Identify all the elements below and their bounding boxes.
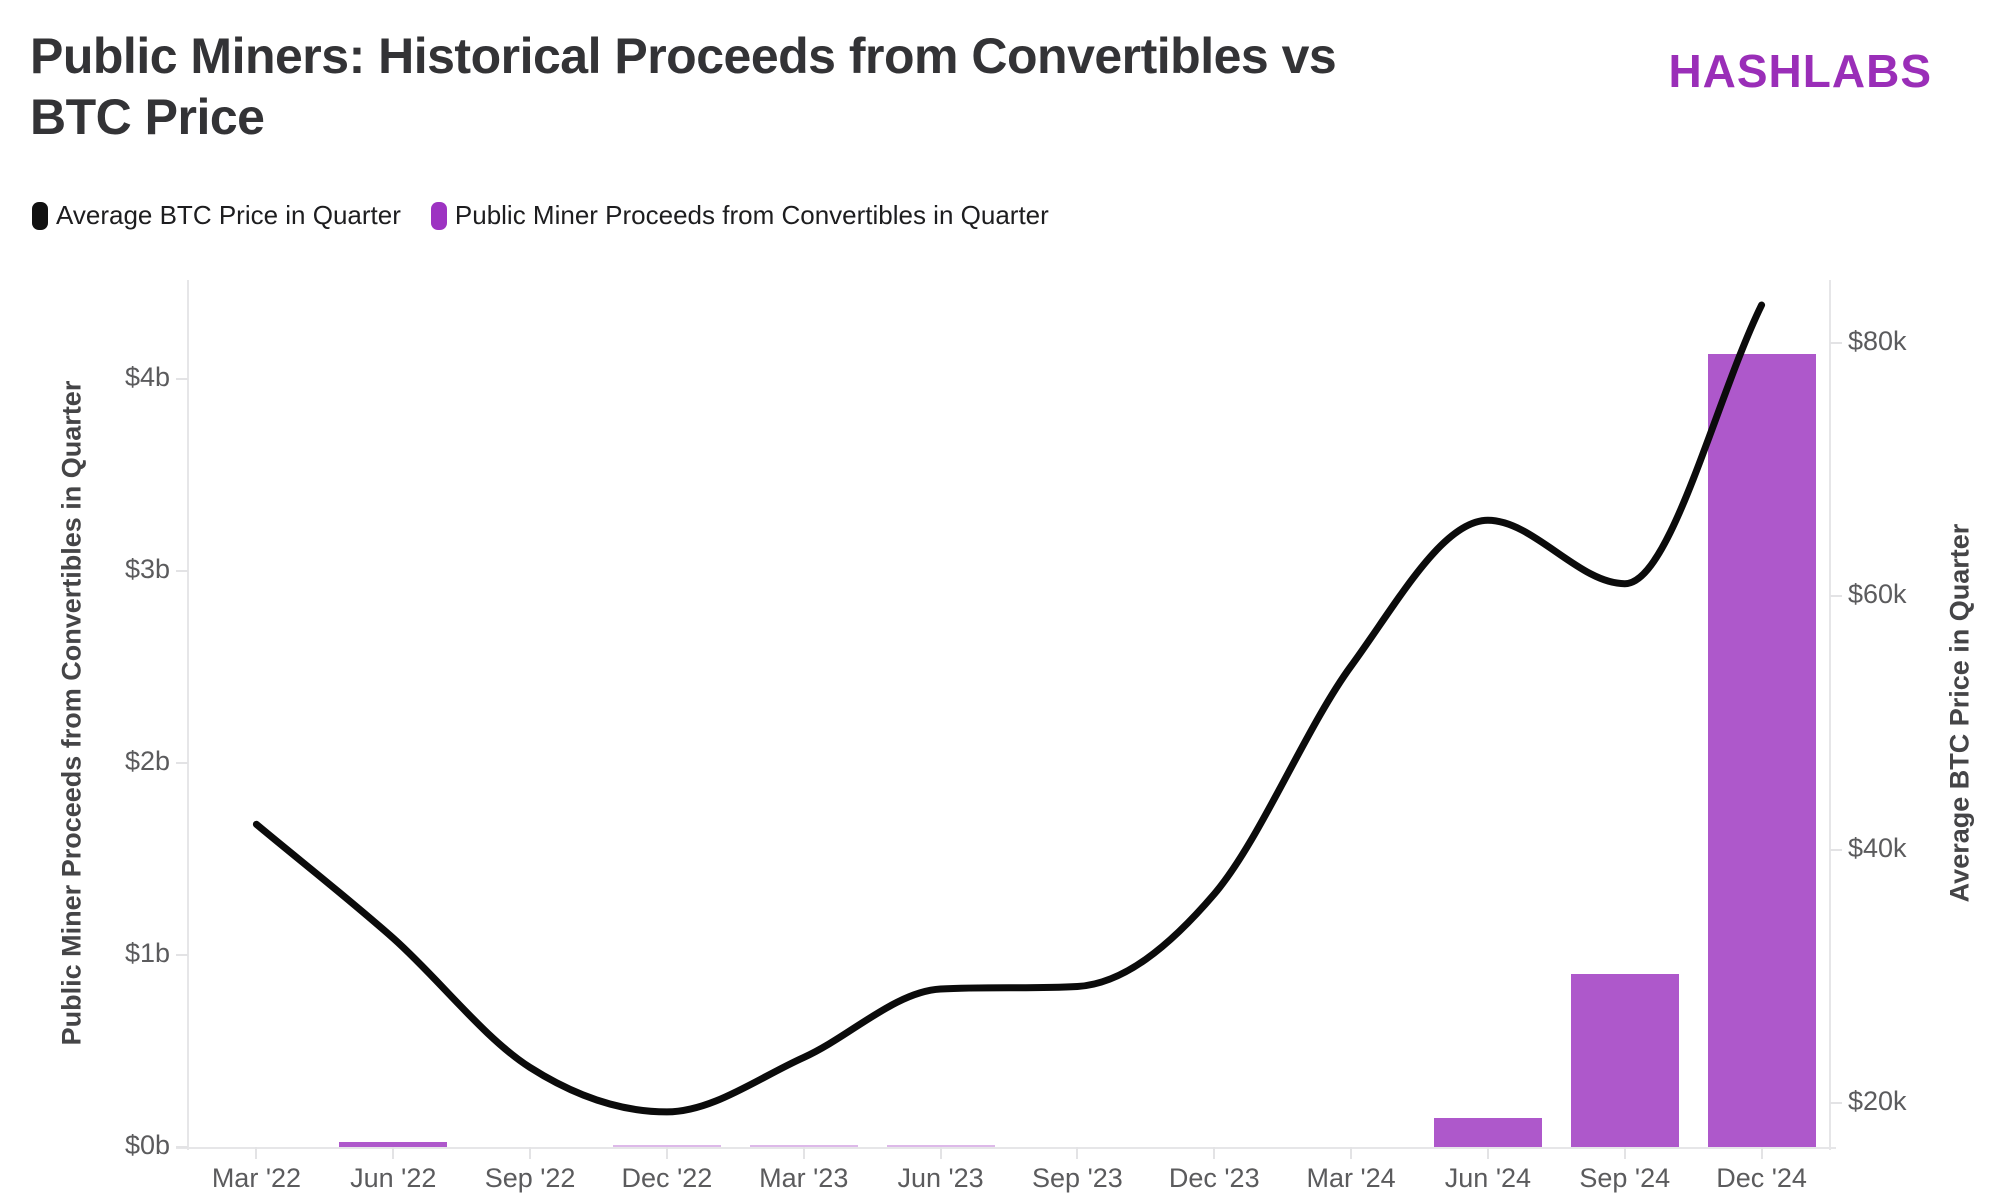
bottom-axis-line <box>176 1147 1836 1149</box>
right-axis-tick <box>1830 1102 1842 1104</box>
left-axis-line <box>187 280 189 1150</box>
x-tick-label: Mar '22 <box>211 1163 301 1193</box>
x-axis-tick <box>939 1147 942 1159</box>
proceeds-bar-mar-23 <box>749 1145 858 1147</box>
x-tick-label: Jun '22 <box>350 1163 437 1193</box>
legend-item-btc-price[interactable]: Average BTC Price in Quarter <box>32 200 401 231</box>
right-axis-tick-label: $40k <box>1848 832 1907 863</box>
btc-price-line <box>252 301 1766 1116</box>
x-axis-tick <box>529 1147 532 1159</box>
x-axis-tick <box>1760 1147 1763 1159</box>
btc-price-line-layer <box>252 301 1766 1116</box>
left-axis-tick-label: $2b <box>124 746 170 776</box>
proceeds-bar-sep-24 <box>1570 974 1679 1147</box>
right-axis-tick-label: $60k <box>1848 579 1907 610</box>
page-title-line2: BTC Price <box>30 89 265 145</box>
x-tick-label: Sep '22 <box>484 1163 576 1193</box>
left-axis-tick <box>176 762 188 764</box>
x-axis-tick <box>1350 1147 1353 1159</box>
x-tick-label: Mar '24 <box>1306 1163 1396 1193</box>
left-axis-tick <box>176 1146 188 1148</box>
x-axis-tick <box>1076 1147 1079 1159</box>
legend-label: Public Miner Proceeds from Convertibles … <box>454 200 1049 230</box>
chart-legend: Average BTC Price in Quarter Public Mine… <box>32 200 1049 231</box>
left-axis-tick-label: $0b <box>124 1130 170 1160</box>
hashlabs-logo: HASHLABS <box>1668 45 1932 97</box>
right-axis-tick <box>1830 341 1842 344</box>
right-axis-tick <box>1830 595 1842 598</box>
left-axis-tick-label: $3b <box>124 554 170 584</box>
legend-swatch-black <box>32 201 48 230</box>
page-title-line1: Public Miners: Historical Proceeds from … <box>30 28 1337 84</box>
legend-swatch-purple <box>430 201 447 230</box>
x-tick-label: Dec '22 <box>621 1163 713 1193</box>
x-axis-tick <box>255 1147 258 1159</box>
left-axis-tick <box>176 570 188 572</box>
legend-label: Average BTC Price in Quarter <box>56 200 401 230</box>
left-axis-tick <box>176 954 188 956</box>
plot-area <box>188 280 1830 1147</box>
x-tick-label: Dec '24 <box>1716 1163 1807 1193</box>
left-axis-tick <box>176 378 188 380</box>
right-axis-title: Average BTC Price in Quarter <box>1944 523 1975 903</box>
legend-item-proceeds[interactable]: Public Miner Proceeds from Convertibles … <box>430 200 1049 231</box>
right-axis-line <box>1829 280 1831 1150</box>
x-axis-tick <box>392 1147 395 1159</box>
x-tick-label: Sep '24 <box>1579 1163 1671 1193</box>
left-axis-tick-label: $4b <box>124 362 170 392</box>
right-axis-tick-label: $80k <box>1848 325 1907 356</box>
proceeds-bar-jun-22 <box>339 1142 448 1147</box>
proceeds-bar-dec-24 <box>1707 354 1816 1147</box>
right-axis-tick-label: $20k <box>1848 1086 1907 1116</box>
x-tick-label: Jun '24 <box>1444 1163 1532 1193</box>
x-axis-tick <box>665 1147 668 1159</box>
x-axis-tick <box>1213 1147 1216 1159</box>
x-axis-tick <box>1623 1147 1626 1159</box>
x-axis-tick <box>802 1147 805 1159</box>
x-axis-tick <box>1486 1147 1489 1159</box>
left-axis-tick-label: $1b <box>124 938 170 968</box>
proceeds-bar-dec-22 <box>612 1145 721 1147</box>
page-title: Public Miners: Historical Proceeds from … <box>30 26 1630 148</box>
right-axis-tick <box>1830 848 1842 851</box>
proceeds-bar-jun-24 <box>1433 1118 1542 1147</box>
x-tick-label: Jun '23 <box>897 1163 984 1193</box>
x-tick-label: Sep '23 <box>1032 1163 1123 1193</box>
x-tick-label: Dec '23 <box>1168 1163 1260 1193</box>
proceeds-bar-jun-23 <box>886 1145 995 1147</box>
x-tick-label: Mar '23 <box>759 1163 849 1193</box>
